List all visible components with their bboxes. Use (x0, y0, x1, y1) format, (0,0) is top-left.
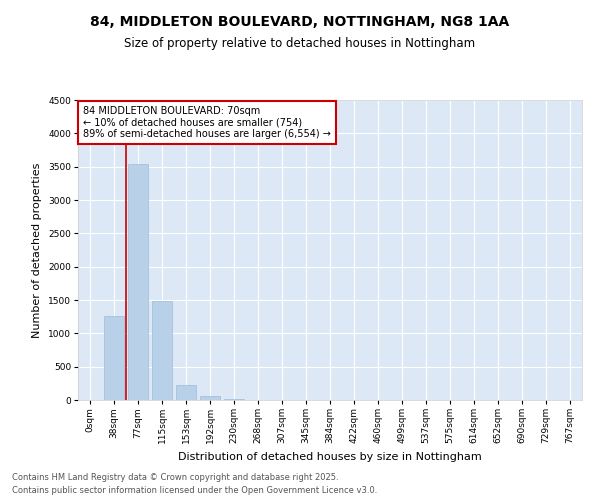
X-axis label: Distribution of detached houses by size in Nottingham: Distribution of detached houses by size … (178, 452, 482, 462)
Text: Contains HM Land Registry data © Crown copyright and database right 2025.: Contains HM Land Registry data © Crown c… (12, 474, 338, 482)
Text: Contains public sector information licensed under the Open Government Licence v3: Contains public sector information licen… (12, 486, 377, 495)
Bar (224, 399, 244, 400)
Text: 84 MIDDLETON BOULEVARD: 70sqm
← 10% of detached houses are smaller (754)
89% of : 84 MIDDLETON BOULEVARD: 70sqm ← 10% of d… (83, 106, 331, 139)
Text: Size of property relative to detached houses in Nottingham: Size of property relative to detached ho… (124, 38, 476, 51)
Bar (104, 316, 124, 400)
Y-axis label: Number of detached properties: Number of detached properties (32, 162, 43, 338)
Bar (200, 396, 220, 400)
Text: 84, MIDDLETON BOULEVARD, NOTTINGHAM, NG8 1AA: 84, MIDDLETON BOULEVARD, NOTTINGHAM, NG8… (91, 15, 509, 29)
Bar (128, 164, 148, 400)
Bar (176, 384, 196, 400)
Bar (152, 300, 172, 400)
